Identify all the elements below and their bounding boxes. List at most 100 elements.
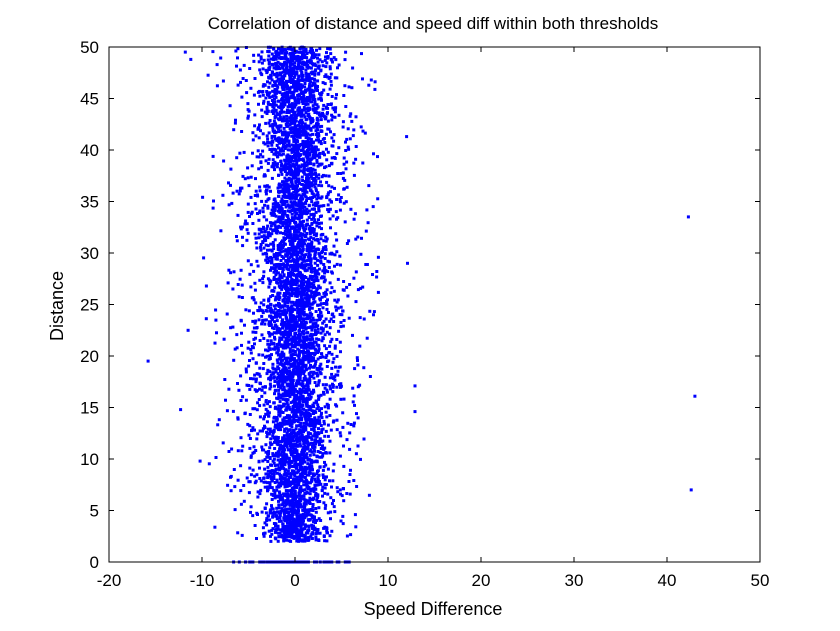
data-point xyxy=(294,266,298,270)
data-point xyxy=(314,68,318,72)
data-point xyxy=(249,86,253,90)
data-point xyxy=(298,466,302,470)
data-point xyxy=(304,142,308,146)
data-point xyxy=(349,533,353,537)
data-point xyxy=(279,464,283,468)
data-point xyxy=(304,71,308,75)
data-point xyxy=(360,52,363,56)
data-point xyxy=(310,84,314,88)
data-point xyxy=(271,310,275,314)
data-point xyxy=(266,206,270,210)
data-point xyxy=(239,464,243,468)
data-point xyxy=(251,319,255,323)
data-point xyxy=(299,459,303,463)
data-point xyxy=(267,377,271,381)
data-point xyxy=(262,215,266,219)
data-point xyxy=(269,332,273,336)
data-point xyxy=(326,423,330,427)
data-point xyxy=(275,358,279,362)
data-point xyxy=(310,375,314,378)
data-point xyxy=(309,289,313,293)
data-point xyxy=(285,118,289,121)
data-point xyxy=(301,335,305,339)
data-point xyxy=(276,271,280,275)
data-point xyxy=(332,462,336,466)
data-point xyxy=(292,472,296,476)
data-point xyxy=(277,404,281,408)
data-point xyxy=(279,153,283,157)
data-point xyxy=(254,134,258,138)
data-point xyxy=(283,361,287,365)
data-point xyxy=(274,103,278,107)
data-point xyxy=(290,259,294,263)
data-point xyxy=(314,247,318,251)
data-point xyxy=(255,473,259,477)
data-point xyxy=(264,385,267,389)
data-point xyxy=(299,96,303,100)
data-point xyxy=(274,331,278,335)
data-point xyxy=(346,421,350,425)
data-point xyxy=(308,352,312,356)
data-point xyxy=(290,410,294,414)
data-point xyxy=(282,402,286,406)
data-point xyxy=(312,333,316,337)
data-point xyxy=(272,401,276,405)
data-point xyxy=(281,522,285,526)
data-point xyxy=(309,142,313,146)
data-point xyxy=(307,106,311,110)
data-point xyxy=(261,281,265,285)
data-point xyxy=(335,250,339,254)
data-point xyxy=(307,360,311,364)
data-point xyxy=(265,517,269,521)
data-point xyxy=(295,281,299,285)
data-point xyxy=(230,447,234,451)
data-point xyxy=(267,331,271,335)
data-point xyxy=(232,358,236,362)
data-point xyxy=(270,528,274,532)
data-point xyxy=(269,302,273,306)
data-point xyxy=(219,56,223,60)
data-point xyxy=(271,89,275,93)
data-point xyxy=(257,136,261,140)
data-point xyxy=(259,488,263,492)
data-point xyxy=(283,368,287,372)
data-point xyxy=(258,381,262,385)
data-point xyxy=(307,408,311,412)
data-point xyxy=(291,264,295,267)
data-point xyxy=(264,235,268,239)
data-point xyxy=(315,421,319,425)
data-point xyxy=(305,56,309,60)
data-point xyxy=(279,509,283,513)
data-point xyxy=(320,60,324,64)
data-point xyxy=(258,123,261,127)
data-point xyxy=(354,270,358,274)
data-point xyxy=(293,350,297,353)
data-point xyxy=(286,308,290,312)
data-point xyxy=(294,382,298,386)
data-point xyxy=(284,453,288,457)
data-point xyxy=(280,141,284,144)
data-point xyxy=(316,85,319,88)
data-point xyxy=(274,95,278,99)
data-point xyxy=(272,331,276,335)
data-point xyxy=(295,462,299,466)
data-point xyxy=(294,230,298,234)
data-point xyxy=(341,176,345,180)
data-point xyxy=(281,358,284,362)
data-point xyxy=(256,212,259,215)
data-point xyxy=(297,310,301,314)
data-point xyxy=(306,378,310,382)
data-point xyxy=(268,405,272,409)
data-point xyxy=(263,322,267,326)
data-point xyxy=(278,167,282,171)
data-point xyxy=(259,243,263,246)
data-point xyxy=(308,421,312,424)
data-point xyxy=(253,481,257,485)
data-point xyxy=(310,466,314,470)
data-point xyxy=(294,80,298,84)
data-point xyxy=(286,291,290,295)
data-point xyxy=(312,358,316,362)
data-point xyxy=(311,107,315,111)
data-point xyxy=(270,256,274,260)
data-point xyxy=(253,474,257,478)
